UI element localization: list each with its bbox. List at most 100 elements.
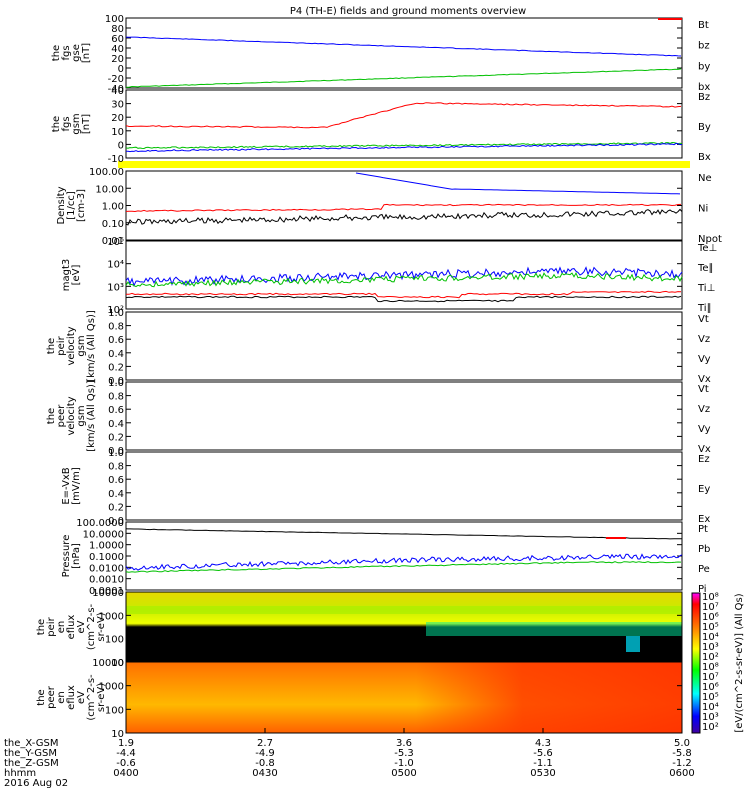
colorbar-tick: 10⁶ [702, 682, 719, 693]
ylabel: gsm [76, 405, 87, 426]
legend-Ni: Ni [698, 204, 708, 215]
ylabel: [cm-3] [76, 189, 87, 222]
colorbar-tick: 10⁸ [702, 662, 719, 673]
xaxis-value: 1.9 [118, 738, 134, 749]
ylabel: eflux [66, 615, 77, 640]
by-line [126, 68, 682, 88]
ytick-label: 0.0010 [89, 575, 124, 586]
ytick-label: 0.2 [108, 362, 124, 373]
panel-density: 100.00 10.00 1.00 0.10 0.01 Density [1/cc] [cm-… [56, 167, 722, 247]
xaxis-value: -5.3 [394, 748, 414, 759]
Npot-line [355, 172, 681, 195]
legend-Npot: Npot [698, 234, 722, 245]
ylabel: peir [46, 616, 57, 636]
legend-Vz: Vz [698, 334, 710, 345]
Pe-line [125, 561, 682, 573]
ytick-label: 0.4 [108, 349, 124, 360]
panel-peer_vel: 1.0 0.8 0.6 0.4 0.2 0.0 the peer velocity gsm [km/… [46, 378, 711, 457]
panel-frame [125, 311, 683, 381]
ytick-label: 0.4 [108, 419, 124, 430]
ytick-label: 10⁵ [107, 237, 124, 248]
ylabel: the [36, 689, 47, 705]
colorbar-tick: 10⁷ [702, 672, 719, 683]
legend-bz: bz [698, 41, 710, 52]
ytick-label: 0.8 [108, 462, 124, 473]
ytick-label: 10.00 [95, 184, 124, 195]
panel-frame [125, 89, 683, 159]
legend-Ne: Ne [698, 173, 712, 184]
ytick-label: 1000 [99, 611, 124, 622]
ytick-label: 10.0000 [83, 529, 124, 540]
xaxis-value: -4.9 [255, 748, 275, 759]
Te-par-line [125, 295, 682, 303]
colorbar-tick: 10² [702, 652, 719, 663]
ytick-label: 100 [105, 705, 124, 716]
ylabel: the [46, 408, 57, 424]
ytick-label: 10000 [92, 658, 124, 669]
xaxis-date: 2016 Aug 02 [4, 778, 68, 789]
legend-Te⊥: Te⊥ [697, 243, 717, 254]
xaxis-value: 0500 [391, 768, 416, 779]
colorbar: 10⁸10⁷10⁶10⁵10⁴10³10²10⁸10⁷10⁶10⁵10⁴10³1… [691, 592, 745, 734]
ylabel: the [51, 45, 62, 61]
ytick-label: 0 [118, 140, 124, 151]
xaxis-row-label: the_Y-GSM [4, 748, 57, 759]
legend-Ti∥: Ti∥ [697, 303, 712, 314]
ytick-label: 0.6 [108, 475, 124, 486]
ytick-label: -10 [108, 154, 124, 165]
legend-Ey: Ey [698, 484, 710, 495]
ylabel: fgs [61, 116, 72, 131]
ylabel: the [51, 116, 62, 132]
xaxis-value: 0400 [113, 768, 138, 779]
ytick-label: 60 [111, 34, 124, 45]
ylabel: [mV/m] [71, 467, 82, 505]
xaxis-value: -5.6 [533, 748, 553, 759]
ytick-label: 80 [111, 24, 124, 35]
Bx-line [125, 142, 683, 153]
xaxis-value: -1.0 [394, 758, 414, 769]
colorbar-tick: 10⁸ [702, 592, 719, 603]
ytick-label: -20 [108, 74, 124, 85]
legend-Vz: Vz [698, 404, 710, 415]
ytick-label: 0.0001 [89, 586, 124, 597]
panel-frame [125, 381, 683, 451]
ytick-label: 0.4 [108, 489, 124, 500]
colorbar-label: [eV/(cm^2-s-sr-eV)] (All Qs) [734, 593, 745, 732]
Ni-line [125, 208, 683, 226]
Bz-line [125, 102, 682, 129]
ylabel: the [46, 338, 57, 354]
colorbar-tick: 10⁴ [702, 702, 719, 713]
panel-peir_vel: 1.0 0.8 0.6 0.4 0.2 0.0 the peir velocity gsm [km/… [46, 308, 711, 387]
ytick-label: 0.0100 [89, 563, 124, 574]
legend-Pt: Pt [698, 524, 708, 535]
legend-Vt: Vt [698, 384, 709, 395]
ylabel: gsm [71, 113, 82, 134]
legend-By: By [698, 122, 711, 133]
panel-pressure: 100.000010.00001.00000.10000.01000.00100… [61, 518, 710, 597]
Ti-par-line [125, 271, 683, 288]
panel-frame [125, 451, 683, 521]
xaxis-value: -0.8 [255, 758, 275, 769]
colorbar-tick: 10³ [702, 642, 719, 653]
legend-by: by [698, 61, 710, 72]
xaxis-value: 4.3 [535, 738, 551, 749]
legend-Vx: Vx [698, 444, 711, 455]
ylabel: peer [46, 685, 57, 709]
panel-temp: 10⁵ 10⁴ 10³ 10² magt3 [eV] Te⊥ Te∥ Ti⊥ Ti∥ [61, 237, 717, 316]
ytick-label: 100 [105, 635, 124, 646]
ylabel: the [36, 619, 47, 635]
legend-Bx: Bx [698, 152, 711, 163]
Te-perp-line [125, 290, 682, 299]
ytick-label: 100.00 [89, 167, 124, 178]
peir-gap [626, 636, 640, 652]
ylabel: peer [56, 404, 67, 428]
ytick-label: 0.8 [108, 392, 124, 403]
panel-frame [125, 240, 683, 310]
ytick-label: 0.0 [108, 376, 124, 387]
ytick-label: 40 [111, 44, 124, 55]
ytick-label: 100.0000 [76, 518, 124, 529]
ylabel: eflux [66, 685, 77, 710]
ylabel: en [56, 621, 67, 634]
ytick-label: 10 [111, 729, 124, 740]
